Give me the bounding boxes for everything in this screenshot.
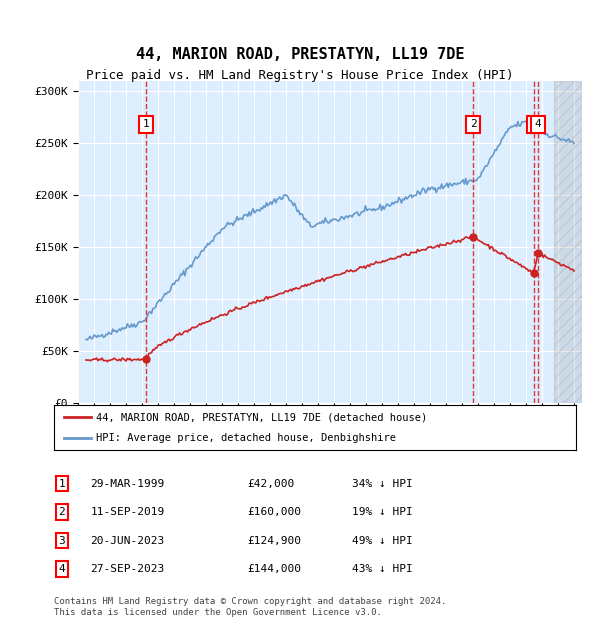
- Text: Price paid vs. HM Land Registry's House Price Index (HPI): Price paid vs. HM Land Registry's House …: [86, 69, 514, 82]
- Text: 1: 1: [58, 479, 65, 489]
- Text: £160,000: £160,000: [247, 507, 301, 517]
- Text: 43% ↓ HPI: 43% ↓ HPI: [352, 564, 412, 574]
- Text: 34% ↓ HPI: 34% ↓ HPI: [352, 479, 412, 489]
- Text: 29-MAR-1999: 29-MAR-1999: [91, 479, 165, 489]
- Text: 49% ↓ HPI: 49% ↓ HPI: [352, 536, 412, 546]
- Text: 3: 3: [530, 119, 537, 130]
- Text: 11-SEP-2019: 11-SEP-2019: [91, 507, 165, 517]
- Text: 2: 2: [470, 119, 476, 130]
- Text: £42,000: £42,000: [247, 479, 295, 489]
- Text: 44, MARION ROAD, PRESTATYN, LL19 7DE: 44, MARION ROAD, PRESTATYN, LL19 7DE: [136, 47, 464, 62]
- Text: 4: 4: [58, 564, 65, 574]
- Text: £124,900: £124,900: [247, 536, 301, 546]
- Text: 20-JUN-2023: 20-JUN-2023: [91, 536, 165, 546]
- Text: 27-SEP-2023: 27-SEP-2023: [91, 564, 165, 574]
- Text: 1: 1: [142, 119, 149, 130]
- Text: £144,000: £144,000: [247, 564, 301, 574]
- Text: 19% ↓ HPI: 19% ↓ HPI: [352, 507, 412, 517]
- Bar: [554, 81, 582, 403]
- Text: 3: 3: [58, 536, 65, 546]
- Text: 2: 2: [58, 507, 65, 517]
- Text: 4: 4: [535, 119, 541, 130]
- Text: Contains HM Land Registry data © Crown copyright and database right 2024.
This d: Contains HM Land Registry data © Crown c…: [54, 598, 446, 617]
- Text: HPI: Average price, detached house, Denbighshire: HPI: Average price, detached house, Denb…: [96, 433, 396, 443]
- Text: 44, MARION ROAD, PRESTATYN, LL19 7DE (detached house): 44, MARION ROAD, PRESTATYN, LL19 7DE (de…: [96, 412, 427, 422]
